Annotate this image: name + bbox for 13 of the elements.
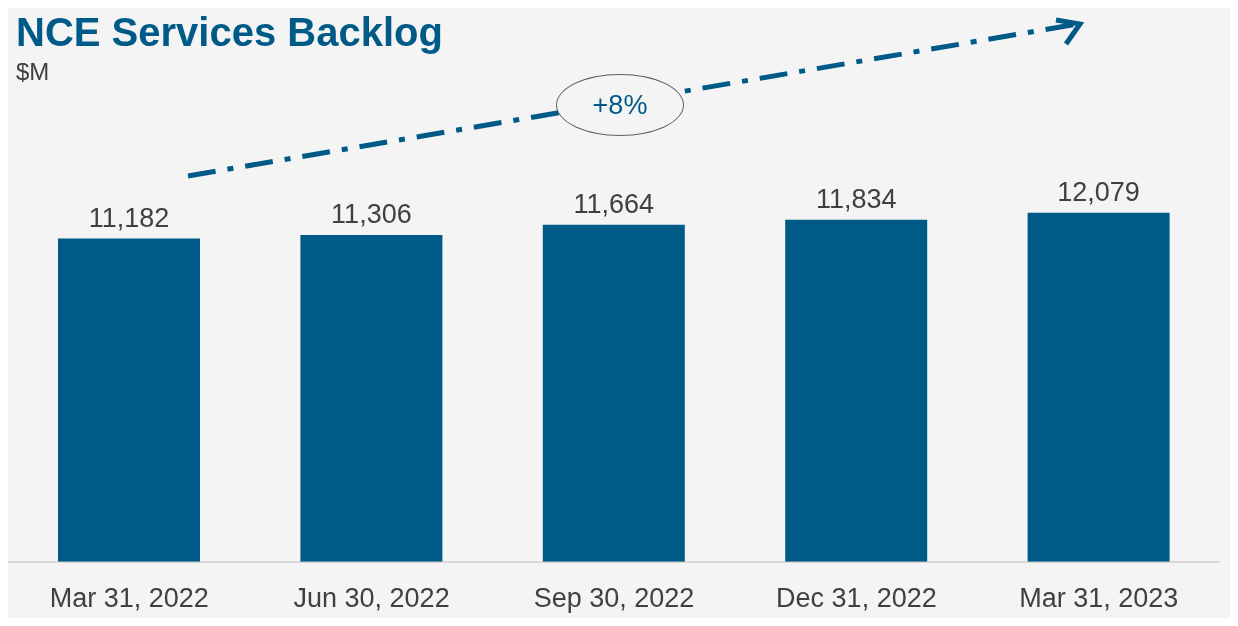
chart-subtitle: $M bbox=[16, 58, 50, 86]
text: +8% bbox=[556, 74, 684, 136]
x-tick-label: Mar 31, 2023 bbox=[1019, 583, 1179, 614]
chart-title: NCE Services Backlog bbox=[16, 10, 443, 55]
x-tick-label: Mar 31, 2022 bbox=[49, 583, 209, 614]
data-label: 11,182 bbox=[88, 202, 170, 233]
x-tick-label: Sep 30, 2022 bbox=[533, 583, 695, 614]
data-label: 11,834 bbox=[815, 183, 897, 214]
data-label: 11,664 bbox=[573, 188, 655, 219]
data-label: 11,306 bbox=[331, 199, 412, 230]
x-tick-label: Dec 31, 2022 bbox=[776, 583, 937, 614]
data-label: 12,079 bbox=[1057, 176, 1140, 207]
x-tick-label: Jun 30, 2022 bbox=[293, 583, 450, 614]
